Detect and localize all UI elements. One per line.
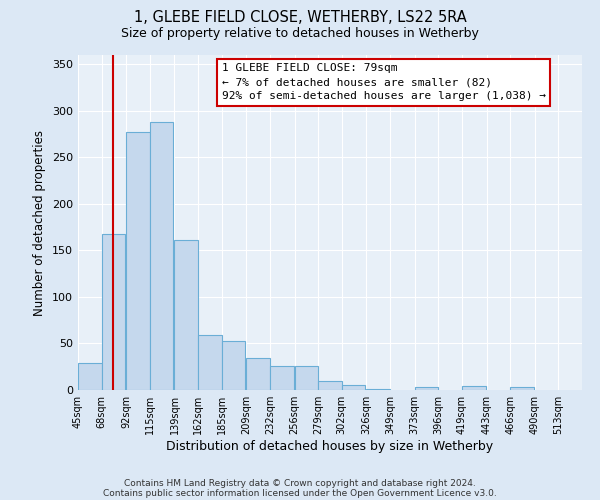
Bar [270,366,293,390]
Bar [510,387,534,390]
Bar [318,380,342,390]
Bar [367,389,390,390]
Text: Size of property relative to detached houses in Wetherby: Size of property relative to detached ho… [121,28,479,40]
X-axis label: Distribution of detached houses by size in Wetherby: Distribution of detached houses by size … [166,440,494,453]
Bar [295,366,318,390]
Bar [78,363,101,390]
Bar [150,122,173,390]
Bar [126,132,150,390]
Bar [198,335,222,390]
Bar [415,387,438,390]
Y-axis label: Number of detached properties: Number of detached properties [34,130,46,316]
Bar [101,234,125,390]
Bar [462,386,485,390]
Bar [342,386,365,390]
Text: Contains public sector information licensed under the Open Government Licence v3: Contains public sector information licen… [103,488,497,498]
Bar [175,240,198,390]
Bar [222,340,245,390]
Text: 1 GLEBE FIELD CLOSE: 79sqm
← 7% of detached houses are smaller (82)
92% of semi-: 1 GLEBE FIELD CLOSE: 79sqm ← 7% of detac… [221,64,545,102]
Bar [247,358,270,390]
Text: 1, GLEBE FIELD CLOSE, WETHERBY, LS22 5RA: 1, GLEBE FIELD CLOSE, WETHERBY, LS22 5RA [134,10,466,25]
Text: Contains HM Land Registry data © Crown copyright and database right 2024.: Contains HM Land Registry data © Crown c… [124,478,476,488]
